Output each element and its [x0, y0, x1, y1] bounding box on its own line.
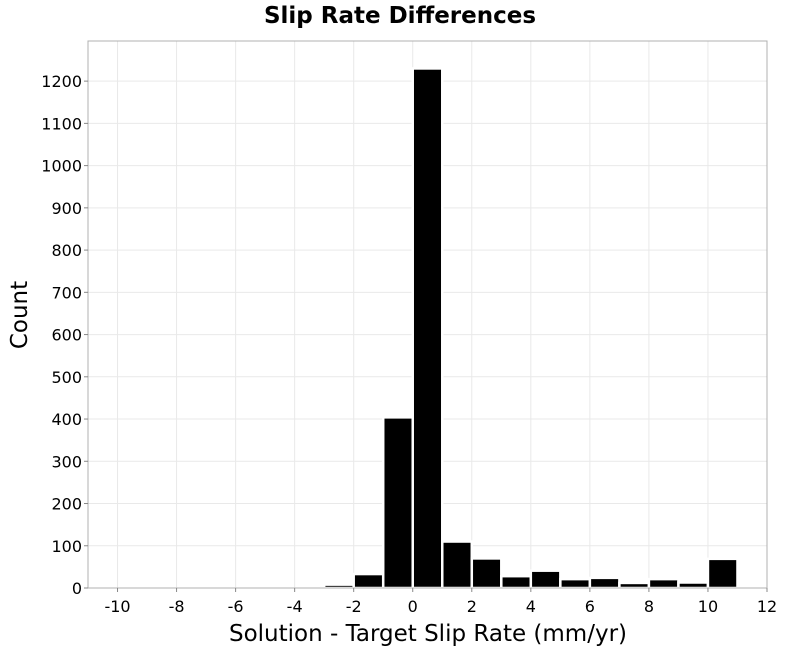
y-tick-label: 300 [51, 452, 82, 471]
x-tick-label: -6 [228, 597, 244, 616]
x-tick-label: 12 [757, 597, 777, 616]
histogram-bar [677, 581, 710, 590]
y-tick-label: 100 [51, 537, 82, 556]
y-axis-label: Count [7, 281, 33, 349]
histogram-bar [706, 557, 739, 590]
y-tick-label: 500 [51, 368, 82, 387]
x-tick-label: 6 [585, 597, 595, 616]
y-tick-label: 600 [51, 326, 82, 345]
x-tick-label: 2 [467, 597, 477, 616]
y-tick-label: 1000 [41, 157, 82, 176]
y-axis-ticks: 0 100 200 300 400 500 600 700 800 900 1000 1100 1200 [41, 72, 88, 598]
y-tick-label: 1200 [41, 72, 82, 91]
histogram-bar [322, 583, 355, 590]
x-tick-label: 4 [526, 597, 536, 616]
histogram-bar [588, 576, 621, 590]
x-axis-label: Solution - Target Slip Rate (mm/yr) [229, 621, 627, 647]
histogram-bar [411, 67, 444, 590]
histogram-bar [559, 577, 592, 590]
histogram-bar [470, 557, 503, 590]
x-tick-label: 10 [698, 597, 718, 616]
histogram-bar [500, 574, 533, 590]
histogram-bar [441, 540, 474, 590]
bars [322, 67, 739, 590]
histogram-bar [529, 569, 562, 590]
histogram-bar [618, 581, 651, 590]
histogram-bar [352, 572, 385, 590]
histogram-bar [381, 416, 414, 590]
histogram-bar [647, 577, 680, 590]
chart-title: Slip Rate Differences [264, 3, 536, 29]
y-tick-label: 700 [51, 283, 82, 302]
y-tick-label: 800 [51, 241, 82, 260]
x-tick-label: -2 [346, 597, 362, 616]
y-tick-label: 400 [51, 410, 82, 429]
x-axis-ticks: -10 -8 -6 -4 -2 0 2 4 6 8 10 12 [104, 588, 777, 616]
plot-frame [87, 40, 768, 589]
y-tick-label: 1100 [41, 114, 82, 133]
x-tick-label: -8 [169, 597, 185, 616]
y-tick-label: 0 [72, 579, 82, 598]
x-tick-label: 8 [644, 597, 654, 616]
x-tick-label: -10 [104, 597, 130, 616]
y-tick-label: 900 [51, 199, 82, 218]
x-tick-label: -4 [287, 597, 303, 616]
y-tick-label: 200 [51, 495, 82, 514]
x-tick-label: 0 [408, 597, 418, 616]
